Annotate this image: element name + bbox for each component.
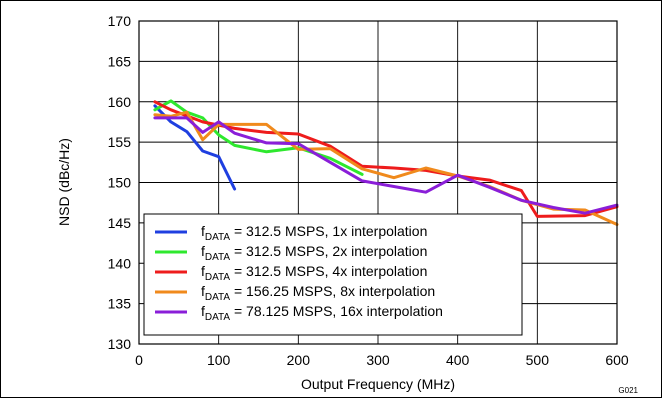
legend-entry-4: fDATA = 156.25 MSPS, 8x interpolation <box>201 283 435 303</box>
series-lines <box>153 99 619 226</box>
x-tick-label: 200 <box>287 352 311 368</box>
x-tick-label: 300 <box>366 352 390 368</box>
series-line-3 <box>153 100 619 218</box>
y-tick-label: 165 <box>108 53 132 69</box>
legend-box <box>143 213 523 336</box>
x-tick-labels: 0 100 200 300 400 500 600 <box>135 352 629 368</box>
x-tick-label: 0 <box>135 352 143 368</box>
y-axis-label: NSD (dBc/Hz) <box>56 138 72 226</box>
x-tick-label: 500 <box>526 352 550 368</box>
legend-entry-3: fDATA = 312.5 MSPS, 4x interpolation <box>201 263 427 283</box>
y-tick-label: 130 <box>108 336 132 352</box>
plot-area <box>138 20 618 345</box>
x-axis-label: Output Frequency (MHz) <box>301 376 455 392</box>
y-tick-label: 155 <box>108 134 132 150</box>
x-tick-label: 600 <box>605 352 629 368</box>
legend-entry-5: fDATA = 78.125 MSPS, 16x interpolation <box>201 303 443 323</box>
legend-entry-1: fDATA = 312.5 MSPS, 1x interpolation <box>201 223 427 243</box>
x-tick-label: 400 <box>446 352 470 368</box>
y-tick-label: 145 <box>108 215 132 231</box>
legend: fDATA = 312.5 MSPS, 1x interpolationfDAT… <box>143 213 523 336</box>
x-tick-label: 100 <box>207 352 231 368</box>
y-tick-labels: 130 135 140 145 150 155 160 165 170 <box>108 13 132 352</box>
y-tick-label: 170 <box>108 13 132 29</box>
y-tick-label: 135 <box>108 296 132 312</box>
y-tick-label: 160 <box>108 94 132 110</box>
figure-id: G021 <box>618 386 638 395</box>
series-line-5 <box>153 116 619 215</box>
y-tick-label: 150 <box>108 175 132 191</box>
y-tick-label: 140 <box>108 255 132 271</box>
legend-entry-2: fDATA = 312.5 MSPS, 2x interpolation <box>201 243 427 263</box>
